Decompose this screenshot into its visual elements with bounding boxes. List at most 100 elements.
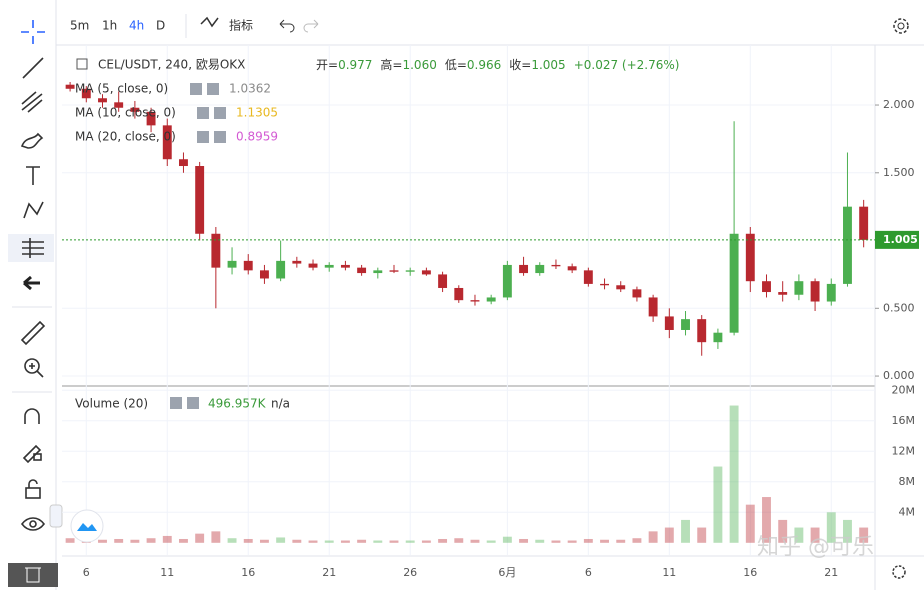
candle-body bbox=[600, 283, 609, 286]
study-value: 0.8959 bbox=[236, 130, 278, 144]
candle-body bbox=[292, 260, 302, 264]
study-icon[interactable] bbox=[170, 397, 182, 409]
interval[interactable]: 4h bbox=[129, 19, 144, 33]
x-tick-label: 26 bbox=[403, 566, 417, 579]
volume-tick-label: 20M bbox=[892, 383, 916, 396]
interval[interactable]: 1h bbox=[102, 19, 117, 33]
volume-bar bbox=[276, 537, 286, 543]
x-tick-label: 11 bbox=[160, 566, 174, 579]
delete-tool[interactable] bbox=[8, 563, 58, 587]
volume-bar bbox=[389, 540, 399, 543]
interval[interactable]: D bbox=[156, 19, 165, 33]
volume-bar bbox=[421, 540, 431, 543]
volume-bar bbox=[729, 405, 739, 543]
candle-body bbox=[648, 297, 658, 317]
indicators-button[interactable]: 指标 bbox=[229, 18, 253, 33]
left-toolbar bbox=[8, 20, 63, 587]
candle-body bbox=[276, 260, 286, 279]
volume-bar bbox=[243, 538, 253, 543]
legend: CEL/USDT, 240, 欧易OKX 开=0.977 高=1.060 低=0.9… bbox=[75, 57, 679, 411]
candle-body bbox=[357, 267, 367, 274]
pattern-tool[interactable] bbox=[23, 201, 44, 219]
volume-bar bbox=[470, 539, 480, 543]
candle-body bbox=[794, 281, 804, 295]
volume-bar bbox=[567, 540, 577, 543]
study-icon[interactable] bbox=[197, 107, 209, 119]
study-name: MA (20, close, 0) bbox=[75, 130, 176, 144]
x-tick-label: 11 bbox=[662, 566, 676, 579]
volume-bar bbox=[114, 538, 124, 543]
volume-bar bbox=[227, 538, 237, 543]
candle-body bbox=[98, 98, 107, 103]
ohlc-label: 收= bbox=[509, 58, 531, 72]
settings-button[interactable] bbox=[893, 18, 909, 34]
logo[interactable] bbox=[70, 509, 104, 543]
visibility-tool[interactable] bbox=[20, 517, 46, 531]
volume-bar bbox=[794, 527, 804, 543]
candle-body bbox=[324, 264, 334, 268]
fib-tool[interactable] bbox=[21, 91, 43, 113]
study-icon[interactable] bbox=[214, 131, 226, 143]
candle-body bbox=[810, 281, 820, 302]
line-tool[interactable] bbox=[22, 57, 44, 79]
study-icon[interactable] bbox=[214, 107, 226, 119]
y-tick-label: 0.500 bbox=[883, 301, 915, 314]
x-tick-label: 16 bbox=[743, 566, 757, 579]
volume-tick-label: 12M bbox=[892, 444, 916, 457]
undo-button[interactable] bbox=[279, 19, 295, 33]
volume-bar bbox=[162, 535, 172, 543]
study-value: 1.0362 bbox=[229, 82, 271, 96]
candle-body bbox=[664, 316, 674, 330]
collapse-toggle[interactable] bbox=[49, 504, 63, 528]
y-tick-label: 0.000 bbox=[883, 369, 915, 382]
magnet-tool[interactable] bbox=[24, 408, 40, 424]
study-icon[interactable] bbox=[187, 397, 199, 409]
watermark: 知乎 @可乐 bbox=[757, 535, 874, 560]
x-tick-label: 21 bbox=[322, 566, 336, 579]
study-icon[interactable] bbox=[197, 131, 209, 143]
volume-bar bbox=[324, 540, 334, 543]
volume-value: 496.957K bbox=[208, 397, 267, 411]
study-icon[interactable] bbox=[190, 83, 202, 95]
volume-bar bbox=[519, 538, 529, 543]
candle-body bbox=[697, 319, 707, 343]
candle-body bbox=[616, 285, 626, 290]
change: +0.027 (+2.76%) bbox=[574, 58, 680, 72]
trash-icon bbox=[25, 567, 41, 583]
scroll-settings[interactable] bbox=[892, 565, 906, 579]
back-tool[interactable] bbox=[23, 275, 40, 291]
volume-bar bbox=[292, 539, 302, 543]
lock-tool[interactable] bbox=[25, 479, 41, 499]
lock-drawing-tool[interactable] bbox=[22, 444, 42, 464]
brush-tool[interactable] bbox=[20, 132, 44, 149]
candle-body bbox=[713, 332, 723, 343]
candle-body bbox=[502, 264, 512, 298]
candle-body bbox=[130, 107, 140, 112]
zoom-tool[interactable] bbox=[24, 358, 44, 378]
ruler-tool[interactable] bbox=[20, 320, 46, 346]
candle-body bbox=[826, 283, 836, 302]
volume-bar bbox=[405, 540, 415, 543]
redo-button[interactable] bbox=[303, 19, 319, 33]
interval[interactable]: 5m bbox=[70, 19, 89, 33]
candle-body bbox=[778, 292, 788, 295]
volume-bar bbox=[664, 527, 674, 543]
legend-toggle[interactable] bbox=[76, 58, 88, 70]
x-tick-label: 16 bbox=[241, 566, 255, 579]
volume-tick-label: 8M bbox=[899, 475, 916, 488]
volume-bar bbox=[454, 538, 464, 543]
volume-bar bbox=[810, 527, 820, 543]
candle-body bbox=[583, 270, 593, 284]
study-icon[interactable] bbox=[207, 83, 219, 95]
volume-bar bbox=[98, 539, 107, 543]
volume-bar bbox=[535, 539, 545, 543]
indicator-icon bbox=[200, 16, 219, 28]
volume-bar bbox=[357, 539, 367, 543]
crosshair-tool[interactable] bbox=[21, 20, 45, 44]
top-toolbar: 5m 1h 4h D 指标 bbox=[70, 14, 909, 38]
candle-body bbox=[389, 270, 399, 272]
symbol: CEL/USDT, 240, 欧易OKX bbox=[98, 58, 245, 72]
forecast-tool[interactable] bbox=[22, 238, 44, 258]
candle-body bbox=[438, 274, 448, 288]
text-tool[interactable] bbox=[26, 166, 40, 185]
